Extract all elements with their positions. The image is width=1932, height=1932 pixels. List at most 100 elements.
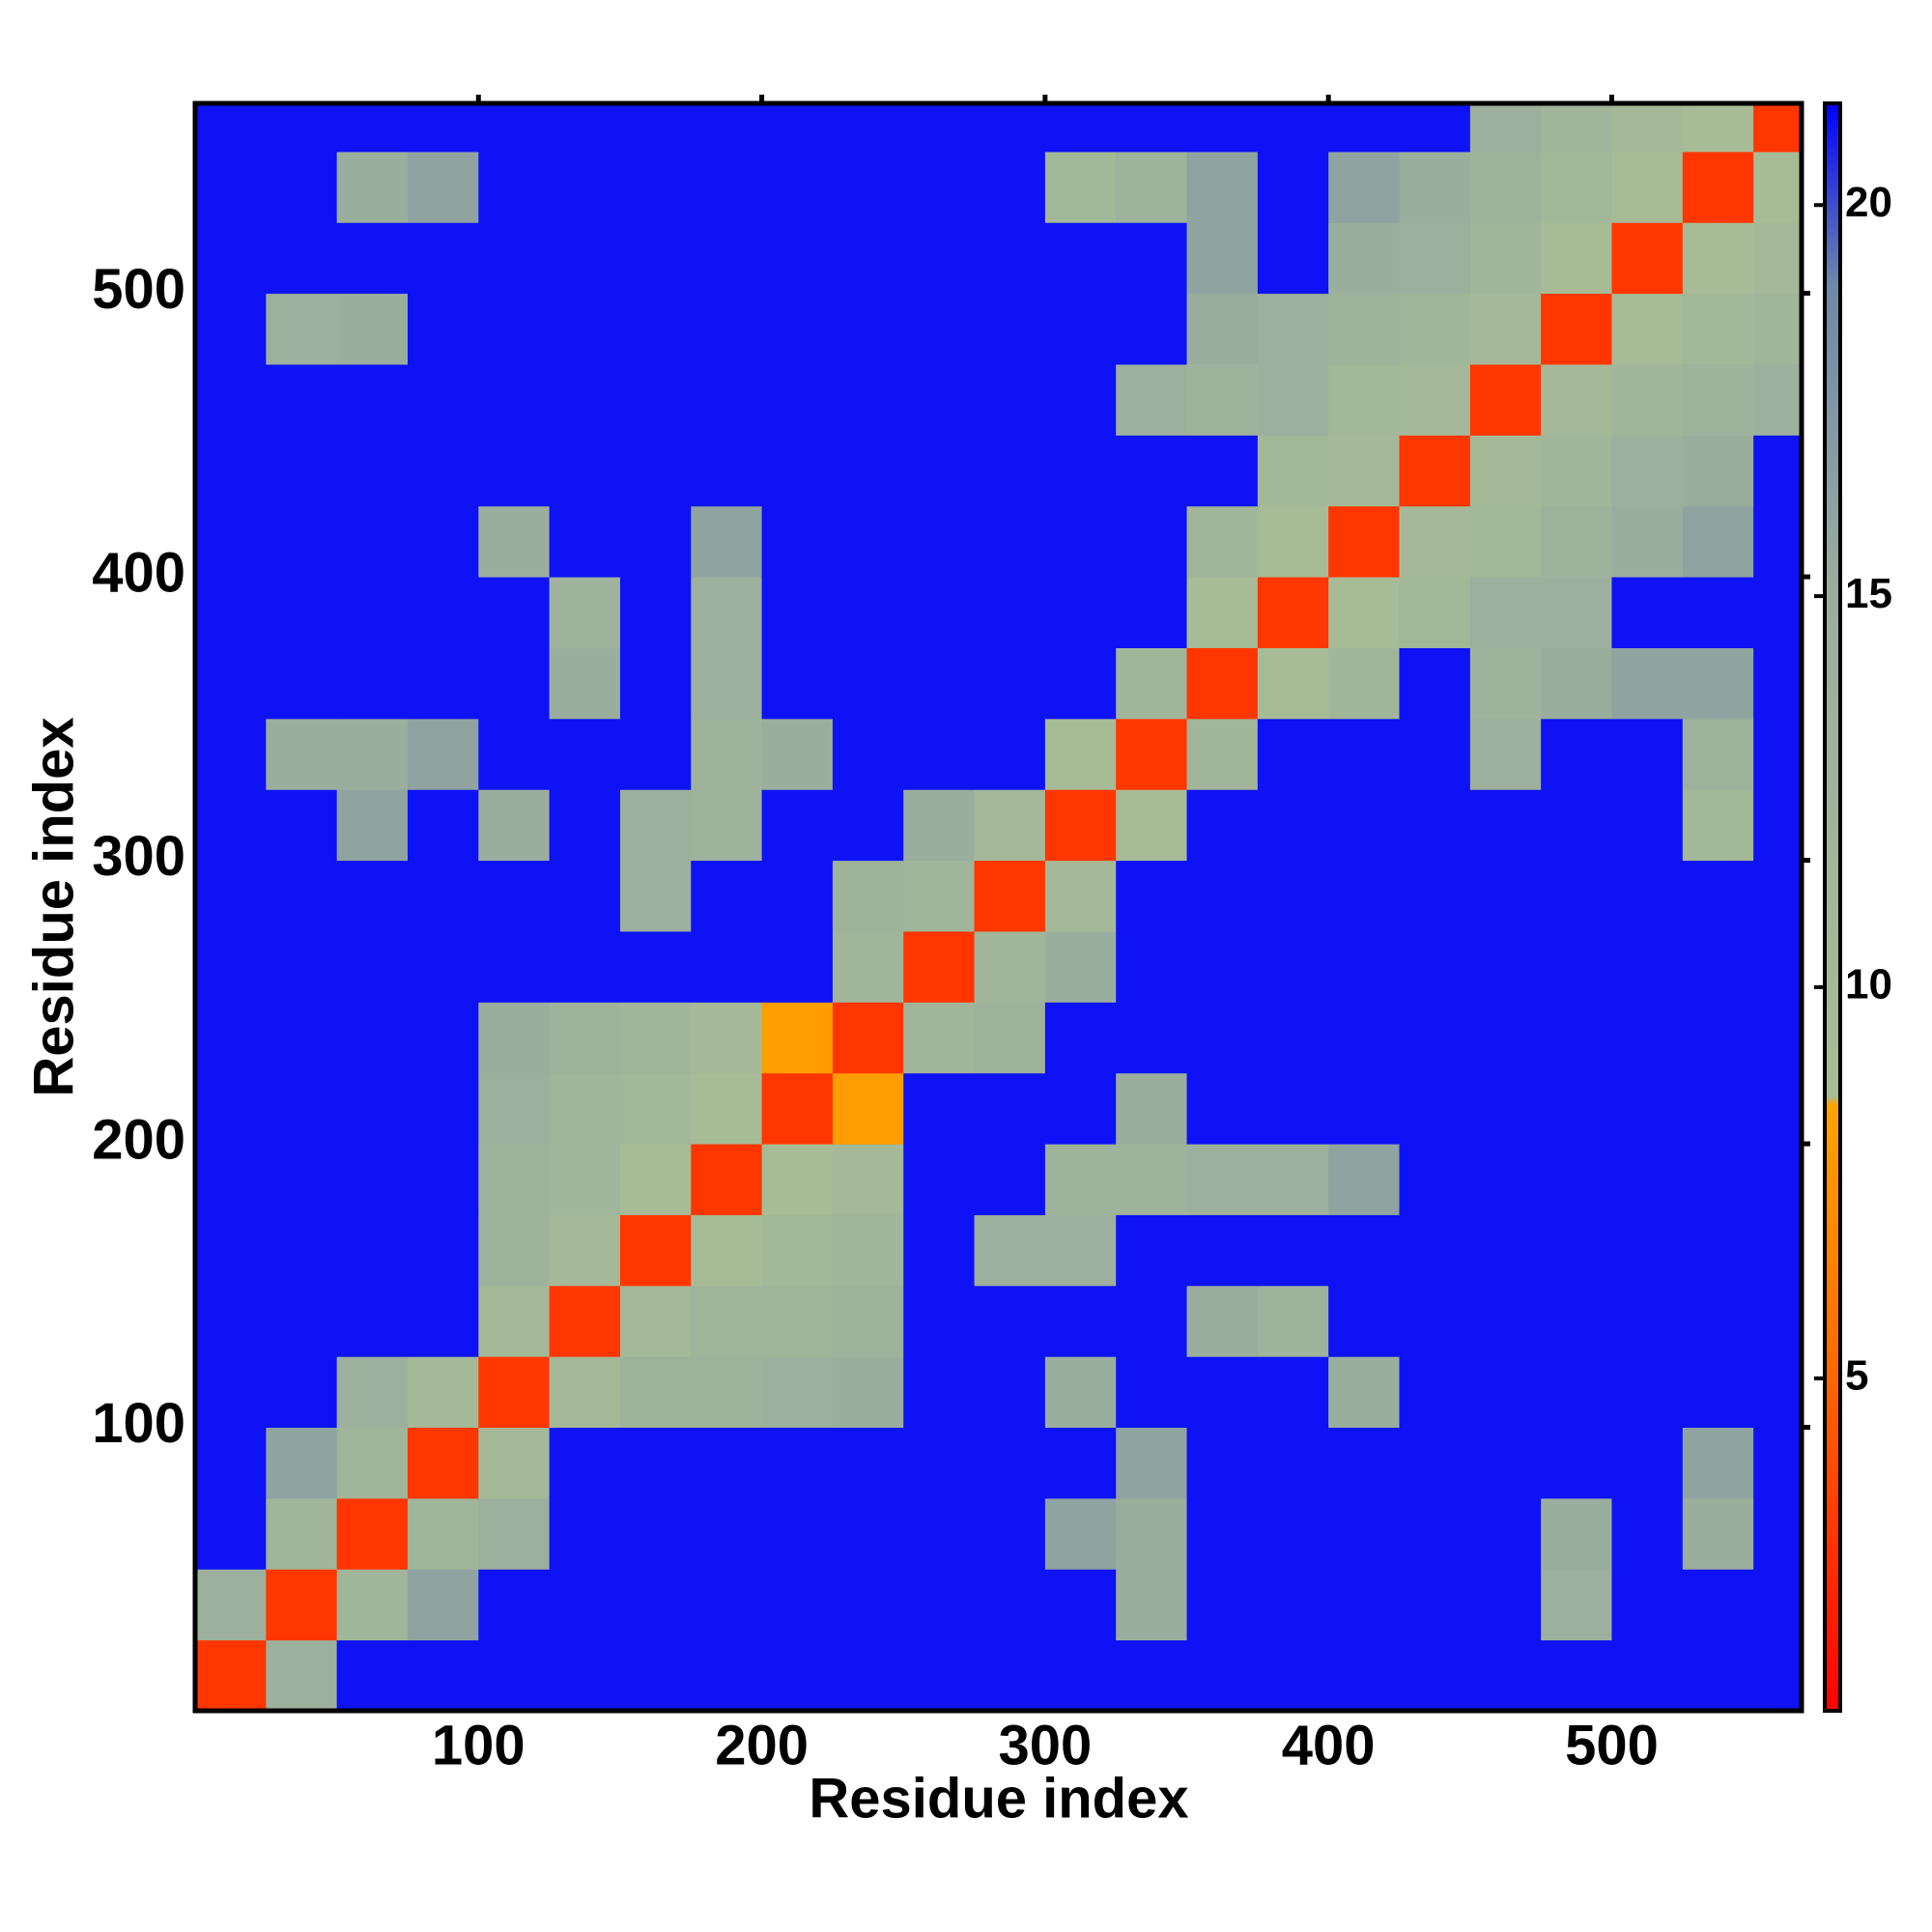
heatmap-cell bbox=[832, 1072, 904, 1145]
heatmap-cell bbox=[761, 789, 834, 862]
heatmap-cells bbox=[195, 103, 1802, 1711]
heatmap-cell bbox=[1541, 1639, 1612, 1711]
heatmap-cell bbox=[832, 1356, 904, 1429]
heatmap-cell bbox=[1682, 718, 1754, 790]
heatmap-cell bbox=[1541, 1569, 1612, 1641]
heatmap-cell bbox=[195, 1072, 267, 1145]
heatmap-cell bbox=[549, 1072, 621, 1145]
heatmap-cell bbox=[336, 1639, 409, 1711]
heatmap-cell bbox=[974, 103, 1046, 153]
heatmap-cell bbox=[691, 1356, 763, 1429]
colorbar bbox=[1823, 101, 1842, 1713]
heatmap-cell bbox=[1116, 1356, 1188, 1429]
heatmap-cell bbox=[1257, 718, 1329, 790]
heatmap-cell bbox=[336, 860, 409, 932]
heatmap-cell bbox=[478, 1214, 551, 1287]
y-tick-label: 300 bbox=[92, 825, 185, 888]
heatmap-cell bbox=[691, 151, 763, 223]
heatmap-cell bbox=[195, 1639, 267, 1711]
heatmap-cell bbox=[903, 435, 976, 507]
heatmap-cell bbox=[1469, 1285, 1542, 1357]
heatmap-cell bbox=[1328, 1427, 1401, 1499]
heatmap-cell bbox=[619, 789, 692, 862]
heatmap-cell bbox=[195, 789, 267, 862]
heatmap-cell bbox=[903, 1072, 976, 1145]
heatmap-cell bbox=[619, 363, 692, 436]
heatmap-cell bbox=[195, 577, 267, 648]
heatmap-cell bbox=[1753, 1285, 1802, 1357]
heatmap-cell bbox=[1328, 789, 1401, 862]
heatmap-cell bbox=[691, 1639, 763, 1711]
heatmap-cell bbox=[336, 647, 409, 720]
heatmap-cell bbox=[691, 860, 763, 932]
heatmap-cell bbox=[1044, 1639, 1117, 1711]
heatmap-cell bbox=[1186, 505, 1259, 578]
heatmap-cell bbox=[761, 1356, 834, 1429]
heatmap-cell bbox=[266, 435, 338, 507]
heatmap-cell bbox=[832, 930, 904, 1003]
heatmap-cell bbox=[1186, 363, 1259, 436]
heatmap-cell bbox=[478, 718, 551, 790]
heatmap-cell bbox=[691, 505, 763, 578]
heatmap-cell bbox=[1044, 222, 1117, 295]
heatmap-cell bbox=[1611, 1002, 1684, 1074]
heatmap-cell bbox=[478, 151, 551, 223]
heatmap-cell bbox=[407, 505, 479, 578]
heatmap-cell bbox=[974, 789, 1046, 862]
heatmap-cell bbox=[1469, 1356, 1542, 1429]
heatmap-cell bbox=[549, 1214, 621, 1287]
heatmap-cell bbox=[1116, 1497, 1188, 1570]
heatmap-cell bbox=[407, 1639, 479, 1711]
heatmap-cell bbox=[761, 1427, 834, 1499]
heatmap-cell bbox=[1611, 577, 1684, 648]
heatmap-cell bbox=[1399, 930, 1471, 1003]
heatmap-cell bbox=[691, 1072, 763, 1145]
heatmap-cell bbox=[266, 1002, 338, 1074]
heatmap-cell bbox=[407, 222, 479, 295]
heatmap-cell bbox=[1116, 1214, 1188, 1287]
heatmap-cell bbox=[266, 505, 338, 578]
heatmap-cell bbox=[195, 718, 267, 790]
heatmap-cell bbox=[1328, 1144, 1401, 1215]
heatmap-cell bbox=[832, 1214, 904, 1287]
heatmap-cell bbox=[478, 222, 551, 295]
heatmap-cell bbox=[1044, 577, 1117, 648]
heatmap-cell bbox=[1186, 1285, 1259, 1357]
heatmap-cell bbox=[549, 718, 621, 790]
heatmap-cell bbox=[691, 1002, 763, 1074]
heatmap-cell bbox=[336, 1569, 409, 1641]
heatmap-cell bbox=[549, 1356, 621, 1429]
heatmap-cell bbox=[1186, 1639, 1259, 1711]
heatmap-cell bbox=[195, 363, 267, 436]
heatmap-cell bbox=[1541, 577, 1612, 648]
heatmap-cell bbox=[974, 363, 1046, 436]
heatmap-cell bbox=[1257, 363, 1329, 436]
heatmap-cell bbox=[336, 1072, 409, 1145]
heatmap-cell bbox=[974, 1002, 1046, 1074]
heatmap-cell bbox=[336, 1427, 409, 1499]
heatmap-cell bbox=[761, 1569, 834, 1641]
heatmap-cell bbox=[1044, 1144, 1117, 1215]
heatmap-cell bbox=[478, 1427, 551, 1499]
heatmap-cell bbox=[407, 435, 479, 507]
heatmap-cell bbox=[478, 577, 551, 648]
heatmap-cell bbox=[1116, 1569, 1188, 1641]
heatmap-cell bbox=[549, 1427, 621, 1499]
heatmap-cell bbox=[1257, 222, 1329, 295]
heatmap-cell bbox=[1753, 1427, 1802, 1499]
heatmap-cell bbox=[1541, 860, 1612, 932]
heatmap-cell bbox=[1399, 1285, 1471, 1357]
heatmap-cell bbox=[478, 1072, 551, 1145]
heatmap-cell bbox=[1044, 1427, 1117, 1499]
heatmap-cell bbox=[691, 930, 763, 1003]
heatmap-cell bbox=[1682, 1497, 1754, 1570]
heatmap-cell bbox=[1044, 1497, 1117, 1570]
heatmap-cell bbox=[1044, 860, 1117, 932]
heatmap-cell bbox=[266, 789, 338, 862]
heatmap-cell bbox=[1682, 363, 1754, 436]
heatmap-cell bbox=[1399, 435, 1471, 507]
heatmap-cell bbox=[1753, 1356, 1802, 1429]
heatmap-cell bbox=[619, 1569, 692, 1641]
heatmap-cell bbox=[761, 930, 834, 1003]
